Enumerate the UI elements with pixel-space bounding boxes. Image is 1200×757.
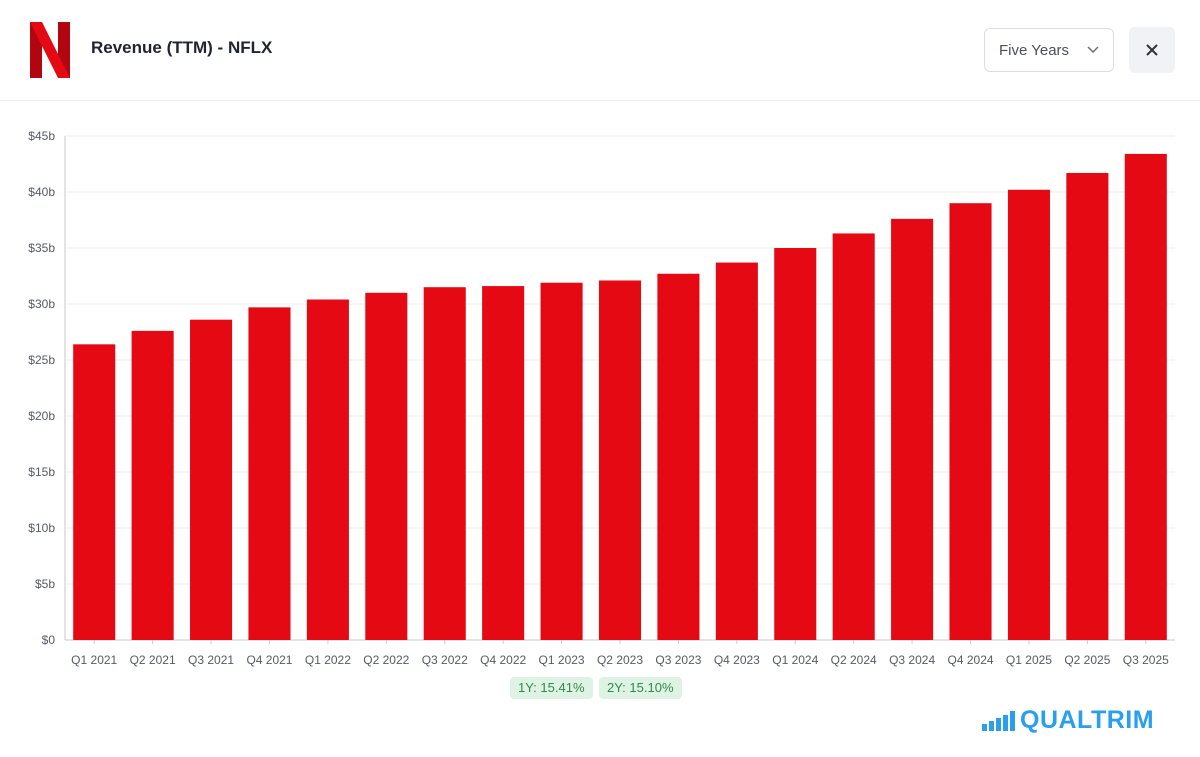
x-tick-label: Q4 2022 xyxy=(480,653,526,667)
bar xyxy=(1007,189,1050,640)
y-tick-label: $5b xyxy=(35,577,55,591)
page-title: Revenue (TTM) - NFLX xyxy=(91,38,273,57)
x-tick-label: Q3 2023 xyxy=(655,653,701,667)
y-tick-label: $10b xyxy=(28,521,55,535)
bar xyxy=(423,287,466,640)
netflix-logo-icon xyxy=(30,22,70,78)
x-tick-label: Q2 2023 xyxy=(597,653,643,667)
time-range-select[interactable]: Five Years xyxy=(984,28,1114,72)
x-tick-label: Q3 2022 xyxy=(422,653,468,667)
y-tick-label: $0 xyxy=(42,633,56,647)
bar xyxy=(248,307,291,640)
x-tick-label: Q2 2022 xyxy=(363,653,409,667)
y-tick-label: $20b xyxy=(28,409,55,423)
bar xyxy=(891,218,934,640)
growth-badges: 1Y: 15.41% 2Y: 15.10% xyxy=(0,677,1200,701)
signal-bars-icon xyxy=(982,711,1015,731)
x-tick-label: Q2 2021 xyxy=(130,653,176,667)
time-range-value: Five Years xyxy=(999,42,1070,59)
y-tick-label: $15b xyxy=(28,465,55,479)
bar xyxy=(949,203,992,640)
y-tick-label: $45b xyxy=(28,129,55,143)
chevron-down-icon xyxy=(1087,46,1099,54)
bar xyxy=(774,248,817,640)
x-tick-label: Q2 2025 xyxy=(1064,653,1110,667)
growth-badge-1y: 1Y: 15.41% xyxy=(510,677,593,699)
revenue-bar-chart: $0 $5b $10b $15b $20b $25b $30b $35b $40b $45b Q1 … xyxy=(28,129,1175,667)
close-button[interactable] xyxy=(1129,27,1175,73)
x-tick-label: Q1 2024 xyxy=(772,653,818,667)
x-tick-label: Q3 2024 xyxy=(889,653,935,667)
bar xyxy=(365,292,408,640)
x-tick-label: Q4 2023 xyxy=(714,653,760,667)
x-tick-label: Q1 2022 xyxy=(305,653,351,667)
bar xyxy=(832,233,875,640)
bar xyxy=(1066,172,1109,640)
y-tick-label: $30b xyxy=(28,297,55,311)
bar xyxy=(73,344,116,640)
x-tick-label: Q1 2021 xyxy=(71,653,117,667)
bar xyxy=(657,273,700,640)
x-tick-label: Q4 2024 xyxy=(948,653,994,667)
growth-badge-2y: 2Y: 15.10% xyxy=(599,677,682,699)
x-tick-label: Q2 2024 xyxy=(831,653,877,667)
bar xyxy=(190,319,233,640)
x-tick-label: Q3 2025 xyxy=(1123,653,1169,667)
header: Revenue (TTM) - NFLX Five Years xyxy=(0,0,1200,101)
bar xyxy=(1124,153,1167,641)
brand-name: QUALTRIM xyxy=(1020,706,1155,734)
bar xyxy=(131,330,174,640)
close-icon xyxy=(1146,44,1158,56)
y-tick-label: $40b xyxy=(28,185,55,199)
x-tick-label: Q1 2023 xyxy=(539,653,585,667)
y-tick-label: $25b xyxy=(28,353,55,367)
bar xyxy=(540,282,583,640)
bar xyxy=(306,299,349,640)
bar xyxy=(715,262,758,640)
x-tick-label: Q1 2025 xyxy=(1006,653,1052,667)
x-tick-label: Q4 2021 xyxy=(246,653,292,667)
x-tick-label: Q3 2021 xyxy=(188,653,234,667)
bar xyxy=(598,280,642,640)
y-tick-label: $35b xyxy=(28,241,55,255)
bar xyxy=(482,286,525,640)
